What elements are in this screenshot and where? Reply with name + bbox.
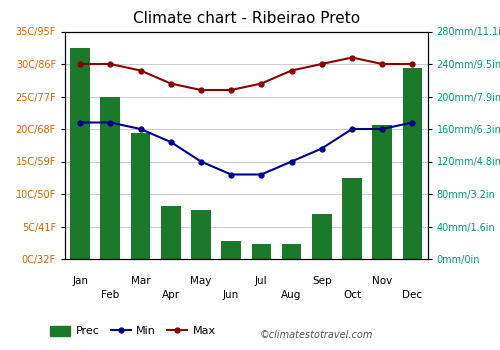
Bar [372, 125, 392, 259]
Text: Mar: Mar [130, 276, 150, 286]
Bar [191, 210, 211, 259]
Text: Jun: Jun [223, 289, 240, 300]
Text: Dec: Dec [402, 289, 422, 300]
Bar [100, 97, 120, 259]
Title: Climate chart - Ribeirao Preto: Climate chart - Ribeirao Preto [132, 11, 360, 26]
Text: Sep: Sep [312, 276, 332, 286]
Bar [252, 244, 271, 259]
Text: Jan: Jan [72, 276, 88, 286]
Bar [402, 68, 422, 259]
Bar [161, 206, 180, 259]
Bar [70, 48, 90, 259]
Text: Apr: Apr [162, 289, 180, 300]
Text: Feb: Feb [101, 289, 119, 300]
Text: Aug: Aug [282, 289, 302, 300]
Bar [130, 133, 150, 259]
Text: Jul: Jul [255, 276, 268, 286]
Text: ©climatestotravel.com: ©climatestotravel.com [260, 329, 374, 340]
Text: Nov: Nov [372, 276, 392, 286]
Bar [312, 214, 332, 259]
Text: Oct: Oct [343, 289, 361, 300]
Legend: Prec, Min, Max: Prec, Min, Max [46, 321, 220, 341]
Bar [222, 241, 241, 259]
Text: May: May [190, 276, 212, 286]
Bar [282, 244, 302, 259]
Bar [342, 178, 362, 259]
